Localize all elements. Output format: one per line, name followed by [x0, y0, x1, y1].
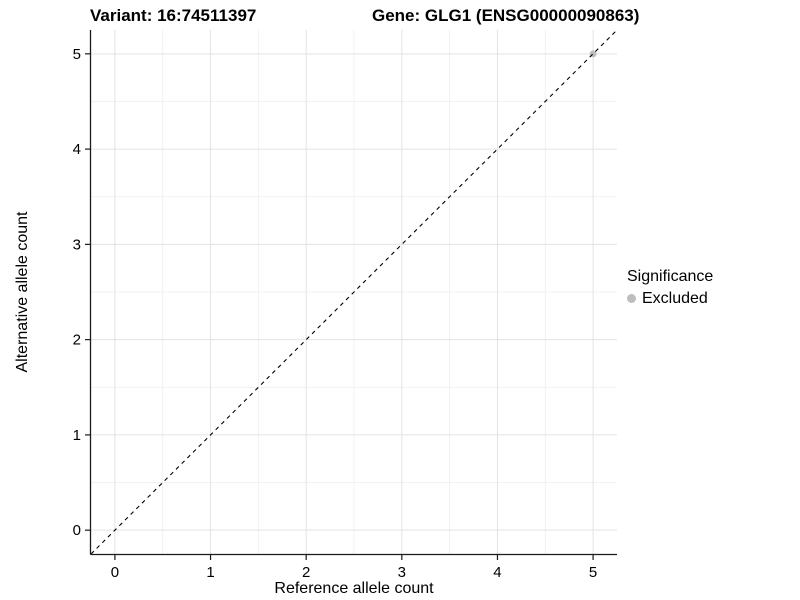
y-tick-label: 3: [73, 236, 81, 253]
identity-line: [90, 29, 618, 555]
x-tick-label: 2: [302, 564, 310, 581]
plot-title-variant: Variant: 16:74511397: [90, 6, 257, 25]
x-tick-label: 5: [589, 564, 597, 581]
legend-item-label: Excluded: [642, 290, 708, 307]
legend-title: Significance: [627, 268, 714, 285]
legend-item-excluded: Excluded: [627, 289, 713, 308]
x-tick-label: 3: [398, 564, 406, 581]
y-tick-label: 4: [73, 141, 81, 158]
legend: Significance Excluded: [627, 267, 713, 308]
x-tick-label: 1: [206, 564, 214, 581]
y-tick-label: 1: [73, 427, 81, 444]
y-tick-label: 2: [73, 332, 81, 349]
plot-title-gene: Gene: GLG1 (ENSG00000090863): [372, 6, 640, 25]
y-axis-title: Alternative allele count: [14, 211, 31, 373]
x-axis-title: Reference allele count: [274, 580, 434, 597]
y-tick-label: 0: [73, 522, 81, 539]
excluded-point-icon: [627, 294, 636, 303]
x-tick-label: 4: [493, 564, 501, 581]
y-tick-label: 5: [73, 46, 81, 63]
x-tick-label: 0: [111, 564, 119, 581]
